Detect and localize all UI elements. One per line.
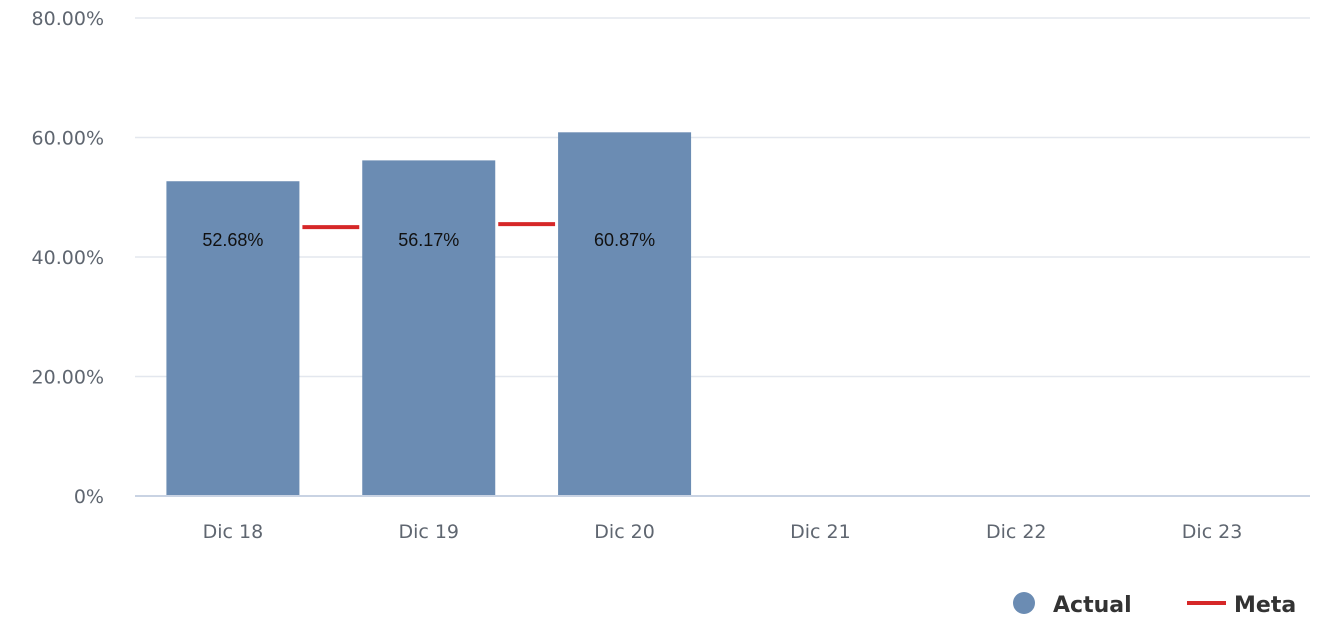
meta-segments xyxy=(302,222,556,230)
actual-bars xyxy=(166,132,692,496)
x-category-label: Dic 21 xyxy=(790,521,851,543)
x-category-label: Dic 23 xyxy=(1182,521,1243,543)
bar-data-label: 52.68% xyxy=(202,230,263,250)
x-category-label: Dic 19 xyxy=(398,521,459,543)
legend-actual-label: Actual xyxy=(1053,593,1132,618)
x-category-label: Dic 18 xyxy=(203,521,264,543)
x-category-label: Dic 20 xyxy=(594,521,655,543)
y-tick-label: 80.00% xyxy=(32,8,104,30)
bar-data-labels: 52.68% 56.17% 60.87% xyxy=(202,230,655,250)
y-tick-label: 40.00% xyxy=(32,247,104,269)
legend-item-actual[interactable]: Actual xyxy=(1013,592,1132,618)
bar-data-label: 56.17% xyxy=(398,230,459,250)
x-axis-category-labels: Dic 18 Dic 19 Dic 20 Dic 21 Dic 22 Dic 23 xyxy=(203,521,1243,543)
bar-data-label: 60.87% xyxy=(594,230,655,250)
y-tick-label: 60.00% xyxy=(32,128,104,150)
actual-bar[interactable] xyxy=(362,160,496,496)
legend-item-meta[interactable]: Meta xyxy=(1187,593,1296,618)
legend: Actual Meta xyxy=(1013,592,1296,618)
actual-bar[interactable] xyxy=(558,132,692,496)
actual-bar[interactable] xyxy=(166,181,300,496)
y-tick-label: 0% xyxy=(74,486,104,508)
x-category-label: Dic 22 xyxy=(986,521,1047,543)
y-tick-label: 20.00% xyxy=(32,367,104,389)
gridlines xyxy=(135,17,1310,378)
legend-meta-label: Meta xyxy=(1234,593,1296,618)
legend-actual-marker-icon xyxy=(1013,592,1035,614)
y-axis-tick-labels: 0% 20.00% 40.00% 60.00% 80.00% xyxy=(32,8,104,508)
